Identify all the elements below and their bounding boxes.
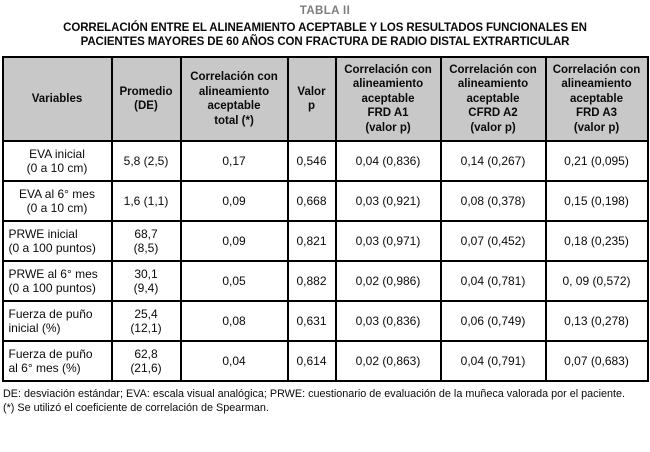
cell-corr-frd-a1: 0,04 (0,836) xyxy=(334,140,442,182)
cell-corr-frd-a1: 0,02 (0,986) xyxy=(334,260,442,302)
cell-corr-cfrd-a2: 0,07 (0,452) xyxy=(439,220,547,262)
col-header-promedio: Promedio (DE) xyxy=(110,56,182,142)
cell-valor-p: 0,668 xyxy=(286,180,337,222)
cell-corr-frd-a1: 0,02 (0,863) xyxy=(334,340,442,382)
footnotes: DE: desviación estándar; EVA: escala vis… xyxy=(3,388,646,415)
cell-corr-frd-a3: 0,13 (0,278) xyxy=(544,300,649,342)
cell-promedio: 62,8 (21,6) xyxy=(110,340,182,382)
table-row: EVA inicial (0 a 10 cm) 5,8 (2,5) 0,17 0… xyxy=(1,140,649,182)
table-row: PRWE inicial (0 a 100 puntos) 68,7 (8,5)… xyxy=(1,220,649,262)
cell-variable: EVA al 6° mes (0 a 10 cm) xyxy=(1,180,113,222)
table-title: TABLA II xyxy=(299,5,351,17)
cell-valor-p: 0,614 xyxy=(286,340,337,382)
cell-corr-frd-a3: 0,21 (0,095) xyxy=(544,140,649,182)
cell-variable: PRWE inicial (0 a 100 puntos) xyxy=(1,220,113,262)
cell-valor-p: 0,546 xyxy=(286,140,337,182)
cell-promedio: 68,7 (8,5) xyxy=(110,220,182,262)
cell-corr-total: 0,09 xyxy=(179,220,289,262)
page: TABLA II CORRELACIÓN ENTRE EL ALINEAMIEN… xyxy=(1,5,649,415)
table-caption: CORRELACIÓN ENTRE EL ALINEAMIENTO ACEPTA… xyxy=(63,22,587,48)
table-row: Fuerza de puño al 6° mes (%) 62,8 (21,6)… xyxy=(1,340,649,382)
cell-valor-p: 0,821 xyxy=(286,220,337,262)
cell-corr-total: 0,09 xyxy=(179,180,289,222)
cell-corr-cfrd-a2: 0,04 (0,791) xyxy=(439,340,547,382)
cell-variable: Fuerza de puño inicial (%) xyxy=(1,300,113,342)
cell-corr-cfrd-a2: 0,08 (0,378) xyxy=(439,180,547,222)
cell-corr-frd-a3: 0,18 (0,235) xyxy=(544,220,649,262)
cell-variable: EVA inicial (0 a 10 cm) xyxy=(1,140,113,182)
cell-promedio: 1,6 (1,1) xyxy=(110,180,182,222)
cell-corr-cfrd-a2: 0,06 (0,749) xyxy=(439,300,547,342)
cell-promedio: 25,4 (12,1) xyxy=(110,300,182,342)
col-header-valor-p: Valor p xyxy=(286,56,337,142)
table-row: Fuerza de puño inicial (%) 25,4 (12,1) 0… xyxy=(1,300,649,342)
col-header-corr-total: Correlación con alineamiento aceptable t… xyxy=(179,56,289,142)
cell-corr-total: 0,17 xyxy=(179,140,289,182)
cell-corr-cfrd-a2: 0,04 (0,781) xyxy=(439,260,547,302)
col-header-corr-frd-a3: Correlación con alineamiento aceptable F… xyxy=(544,56,649,142)
cell-corr-total: 0,05 xyxy=(179,260,289,302)
cell-corr-total: 0,08 xyxy=(179,300,289,342)
cell-variable: PRWE al 6° mes (0 a 100 puntos) xyxy=(1,260,113,302)
col-header-corr-frd-a1: Correlación con alineamiento aceptable F… xyxy=(334,56,442,142)
cell-corr-frd-a1: 0,03 (0,921) xyxy=(334,180,442,222)
cell-variable: Fuerza de puño al 6° mes (%) xyxy=(1,340,113,382)
cell-corr-frd-a3: 0,15 (0,198) xyxy=(544,180,649,222)
cell-corr-cfrd-a2: 0,14 (0,267) xyxy=(439,140,547,182)
cell-corr-frd-a3: 0, 09 (0,572) xyxy=(544,260,649,302)
cell-valor-p: 0,631 xyxy=(286,300,337,342)
footnote-abbreviations: DE: desviación estándar; EVA: escala vis… xyxy=(3,388,625,400)
header-row: Variables Promedio (DE) Correlación con … xyxy=(1,56,649,142)
cell-corr-total: 0,04 xyxy=(179,340,289,382)
col-header-corr-cfrd-a2: Correlación con alineamiento aceptable C… xyxy=(439,56,547,142)
table-row: EVA al 6° mes (0 a 10 cm) 1,6 (1,1) 0,09… xyxy=(1,180,649,222)
cell-valor-p: 0,882 xyxy=(286,260,337,302)
table-row: PRWE al 6° mes (0 a 100 puntos) 30,1 (9,… xyxy=(1,260,649,302)
cell-promedio: 30,1 (9,4) xyxy=(110,260,182,302)
cell-corr-frd-a1: 0,03 (0,836) xyxy=(334,300,442,342)
cell-corr-frd-a3: 0,07 (0,683) xyxy=(544,340,649,382)
cell-corr-frd-a1: 0,03 (0,971) xyxy=(334,220,442,262)
col-header-variables: Variables xyxy=(1,56,113,142)
correlation-table: Variables Promedio (DE) Correlación con … xyxy=(1,56,649,382)
cell-promedio: 5,8 (2,5) xyxy=(110,140,182,182)
footnote-spearman: (*) Se utilizó el coeficiente de correla… xyxy=(3,401,269,414)
